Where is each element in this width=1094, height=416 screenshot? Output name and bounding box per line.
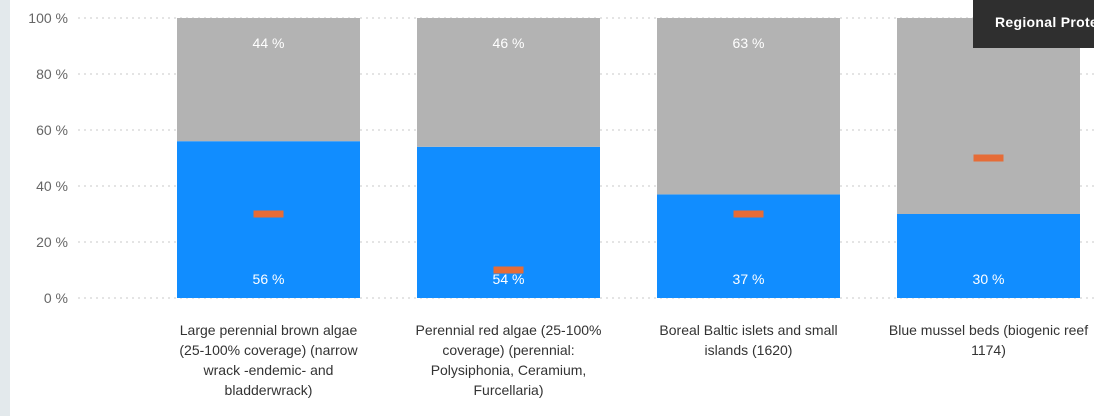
target-marker <box>733 210 764 218</box>
stacked-bar-chart: 0 % 20 % 40 % 60 % 80 % 100 % 56 % 44 % 54 % 46 … <box>28 10 1094 398</box>
label-layer: 56 % 44 % 54 % 46 % 37 % 63 % 30 % <box>253 35 1005 287</box>
data-label: 30 % <box>973 271 1005 287</box>
target-marker <box>493 266 524 274</box>
tooltip-box: Regional Protected <box>973 0 1094 48</box>
y-tick-label: 80 % <box>36 66 68 82</box>
x-category-label: Large perennial brown algae (25-100% cove… <box>179 322 358 398</box>
data-label: 37 % <box>733 271 765 287</box>
x-axis-labels: Large perennial brown algae (25-100% cove… <box>179 322 1088 398</box>
data-label: 56 % <box>253 271 285 287</box>
grid-layer: 0 % 20 % 40 % 60 % 80 % 100 % <box>28 10 1094 306</box>
data-label: 54 % <box>493 271 525 287</box>
marker-layer <box>253 154 1004 274</box>
bar-segment[interactable] <box>417 18 600 147</box>
bar-segment[interactable] <box>177 18 360 142</box>
data-label: 46 % <box>493 35 525 51</box>
y-tick-label: 0 % <box>44 290 68 306</box>
x-category-label: Perennial red algae (25-100% coverage) (p… <box>415 322 601 398</box>
bar-layer[interactable] <box>177 18 1080 298</box>
tooltip-text: Regional Protected <box>995 14 1094 30</box>
x-category-label: Blue mussel beds (biogenic reef 1174) <box>889 322 1088 358</box>
y-tick-label: 100 % <box>28 10 68 26</box>
bar-segment[interactable] <box>897 18 1080 214</box>
y-tick-label: 60 % <box>36 122 68 138</box>
target-marker <box>973 154 1004 162</box>
x-category-label: Boreal Baltic islets and small islands (1… <box>659 322 837 358</box>
y-tick-label: 40 % <box>36 178 68 194</box>
bar-segment[interactable] <box>177 141 360 298</box>
target-marker <box>253 210 284 218</box>
data-label: 63 % <box>733 35 765 51</box>
data-label: 44 % <box>253 35 285 51</box>
y-tick-label: 20 % <box>36 234 68 250</box>
bar-segment[interactable] <box>657 18 840 195</box>
bar-segment[interactable] <box>897 214 1080 298</box>
